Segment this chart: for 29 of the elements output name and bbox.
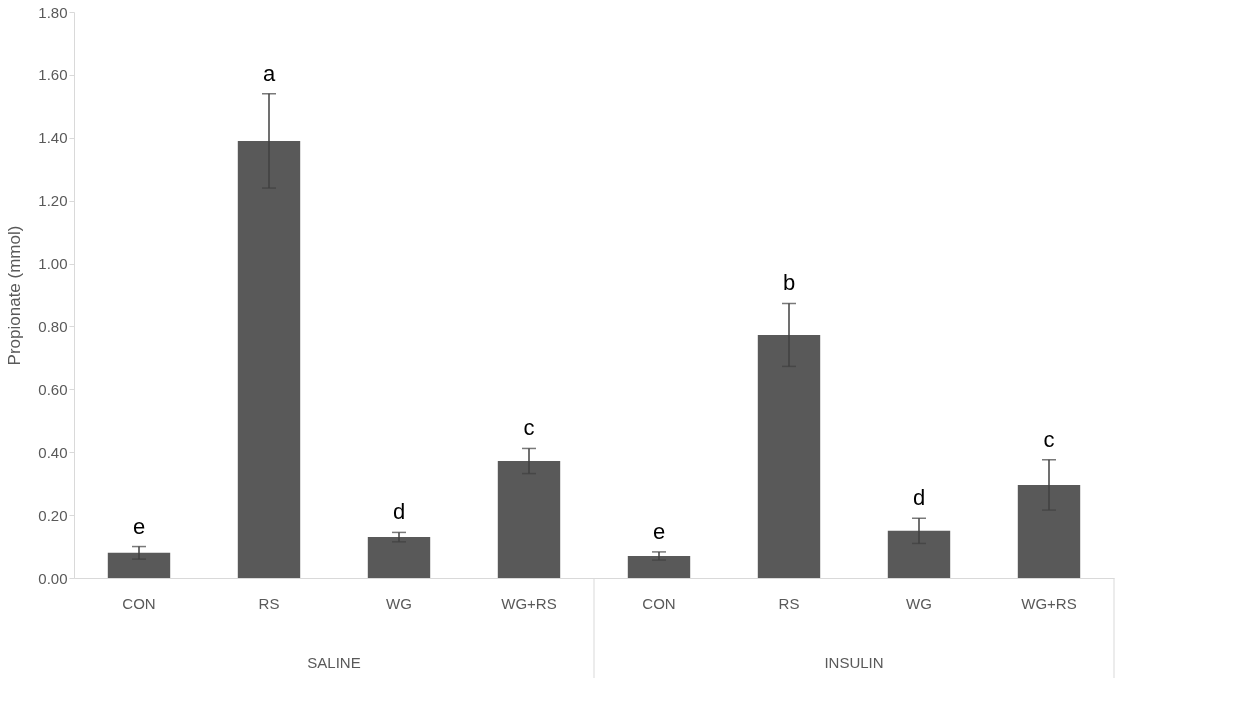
data-label: e [652,518,666,544]
y-tick-label: 0.00 [38,569,68,587]
data-label: d [912,485,926,511]
data-label: e [132,513,146,539]
y-tick-label: 1.00 [38,255,68,273]
y-tick-label: 0.60 [38,380,68,398]
data-label: b [782,270,796,296]
x-tick-label: CON [642,594,676,612]
y-axis-title: Propionate (mmol) [5,225,25,366]
data-label: c [1043,426,1055,452]
y-tick-label: 0.40 [38,443,68,461]
data-label: c [523,415,535,441]
x-tick-label: WG+RS [1021,594,1077,612]
y-tick-label: 1.40 [38,129,68,147]
x-tick-label: WG [906,594,932,612]
data-label: a [262,60,276,86]
x-tick-label: RS [258,594,280,612]
y-tick-label: 1.20 [38,192,68,210]
x-tick-label: WG [386,594,412,612]
y-tick-label: 0.20 [38,506,68,524]
x-tick-label: CON [122,594,156,612]
y-tick-label: 1.60 [38,66,68,84]
x-tick-label: WG+RS [501,594,557,612]
y-tick-label: 1.80 [38,3,68,21]
data-label: d [392,499,406,525]
text: SALINE [307,654,361,671]
y-tick-label: 0.80 [38,317,68,335]
text: INSULIN [824,654,884,671]
x-tick-label: RS [778,594,800,612]
